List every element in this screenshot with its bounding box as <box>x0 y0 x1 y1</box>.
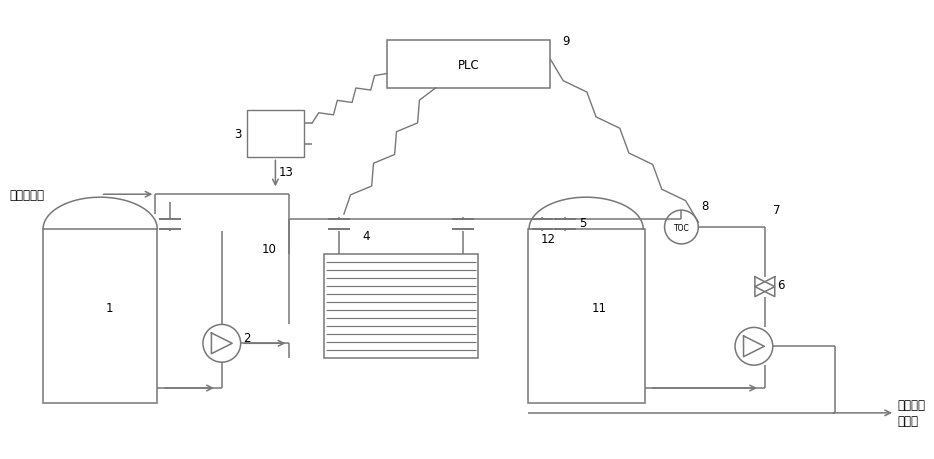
Text: 初步再生水: 初步再生水 <box>9 188 44 202</box>
Text: 13: 13 <box>278 166 293 179</box>
Text: 再生水: 再生水 <box>898 414 919 427</box>
Text: 1: 1 <box>106 301 113 314</box>
Bar <box>247 111 304 158</box>
Bar <box>324 254 478 358</box>
Text: 9: 9 <box>562 34 570 48</box>
Text: 2: 2 <box>243 331 250 344</box>
Text: 4: 4 <box>362 230 370 243</box>
Text: 11: 11 <box>592 301 607 314</box>
Text: 5: 5 <box>579 216 587 229</box>
Text: 深度去除: 深度去除 <box>898 398 926 412</box>
Text: 12: 12 <box>541 233 556 246</box>
Text: 7: 7 <box>772 203 780 216</box>
Bar <box>387 41 550 89</box>
Text: PLC: PLC <box>458 58 479 71</box>
Text: 3: 3 <box>234 128 242 141</box>
Bar <box>43 230 157 403</box>
Text: 6: 6 <box>777 279 785 291</box>
Text: 10: 10 <box>262 243 276 256</box>
Text: 8: 8 <box>701 199 709 212</box>
Text: TOC: TOC <box>673 223 689 232</box>
Bar <box>528 230 644 403</box>
